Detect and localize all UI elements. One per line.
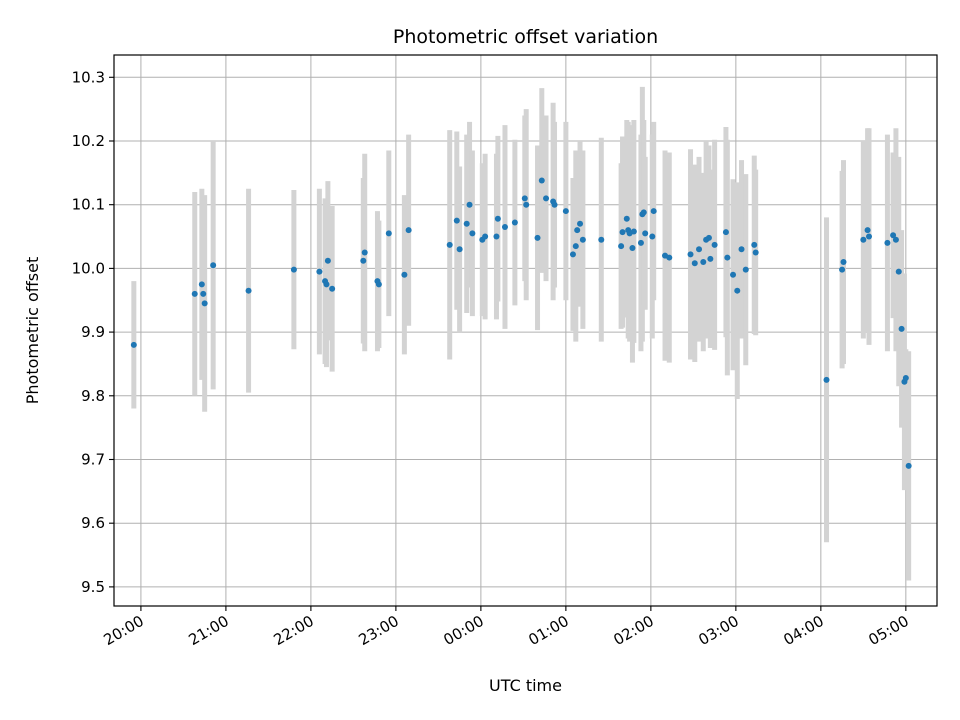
data-point [884, 239, 891, 246]
data-point [691, 260, 698, 267]
data-point [323, 281, 330, 288]
data-point [511, 219, 518, 226]
data-point [401, 271, 408, 278]
data-point [642, 230, 649, 237]
chart-title: Photometric offset variation [393, 26, 658, 48]
data-point [598, 236, 605, 243]
y-axis-label: Photometric offset [23, 257, 42, 405]
data-point [623, 215, 630, 222]
y-tick-label: 10.0 [72, 259, 105, 277]
data-point [839, 266, 846, 273]
data-point [361, 249, 368, 256]
y-axis-ticks: 9.5 9.6 9.7 9.8 9.9 10.0 10.1 10.2 10.3 [72, 68, 114, 596]
data-point [902, 374, 909, 381]
data-point [577, 220, 584, 227]
data-point [534, 234, 541, 241]
data-point [493, 233, 500, 240]
data-point [324, 257, 331, 264]
data-point [446, 241, 453, 248]
data-point [864, 227, 871, 234]
data-point [751, 241, 758, 248]
data-point [640, 209, 647, 216]
data-point [711, 241, 718, 248]
data-point [905, 462, 912, 469]
data-point [569, 251, 576, 258]
data-point [538, 177, 545, 184]
data-point [198, 281, 205, 288]
data-point [629, 245, 636, 252]
data-point [619, 229, 626, 236]
data-point [866, 233, 873, 240]
y-tick-label: 9.8 [81, 387, 105, 405]
data-point [705, 234, 712, 241]
data-point [456, 246, 463, 253]
data-point [898, 325, 905, 332]
data-point [637, 239, 644, 246]
data-point [466, 201, 473, 208]
data-point [752, 249, 759, 256]
data-point [201, 300, 208, 307]
data-point [696, 246, 703, 253]
x-axis-label: UTC time [489, 676, 562, 695]
y-tick-label: 9.9 [81, 323, 105, 341]
data-point [360, 257, 367, 264]
data-point [130, 341, 137, 348]
data-point [734, 287, 741, 294]
data-point [823, 376, 830, 383]
data-point [895, 268, 902, 275]
data-point [860, 236, 867, 243]
data-points [130, 177, 912, 469]
data-point [385, 230, 392, 237]
data-point [551, 201, 558, 208]
data-point [892, 236, 899, 243]
data-point [707, 255, 714, 262]
data-point [523, 201, 530, 208]
y-tick-label: 10.3 [72, 68, 105, 86]
data-point [375, 281, 382, 288]
data-point [666, 254, 673, 261]
data-point [482, 233, 489, 240]
data-point [650, 208, 657, 215]
data-point [890, 232, 897, 239]
data-point [687, 251, 694, 258]
data-point [405, 227, 412, 234]
plot-frame [113, 54, 938, 607]
data-point [579, 236, 586, 243]
data-point [649, 233, 656, 240]
data-point [840, 259, 847, 266]
data-point [191, 290, 198, 297]
data-point [453, 217, 460, 224]
data-point [494, 215, 501, 222]
data-point [210, 262, 217, 269]
data-point [730, 271, 737, 278]
y-tick-label: 9.5 [81, 578, 105, 596]
y-tick-label: 10.1 [72, 196, 105, 214]
data-point [724, 254, 731, 261]
data-point [742, 266, 749, 273]
data-point [562, 208, 569, 215]
data-point [316, 268, 323, 275]
data-point [521, 195, 528, 202]
data-point [574, 227, 581, 234]
data-point [469, 230, 476, 237]
data-point [630, 228, 637, 235]
data-point [329, 285, 336, 292]
data-point [700, 259, 707, 266]
data-point [543, 195, 550, 202]
y-tick-label: 9.6 [81, 514, 105, 532]
y-tick-label: 9.7 [81, 450, 105, 468]
data-point [738, 246, 745, 253]
data-point [618, 243, 625, 250]
data-point [572, 243, 579, 250]
data-point [200, 290, 207, 297]
data-point [501, 223, 508, 230]
data-point [245, 287, 252, 294]
data-point [722, 229, 729, 236]
data-point [290, 266, 297, 273]
data-point [463, 220, 470, 227]
y-tick-label: 10.2 [72, 132, 105, 150]
